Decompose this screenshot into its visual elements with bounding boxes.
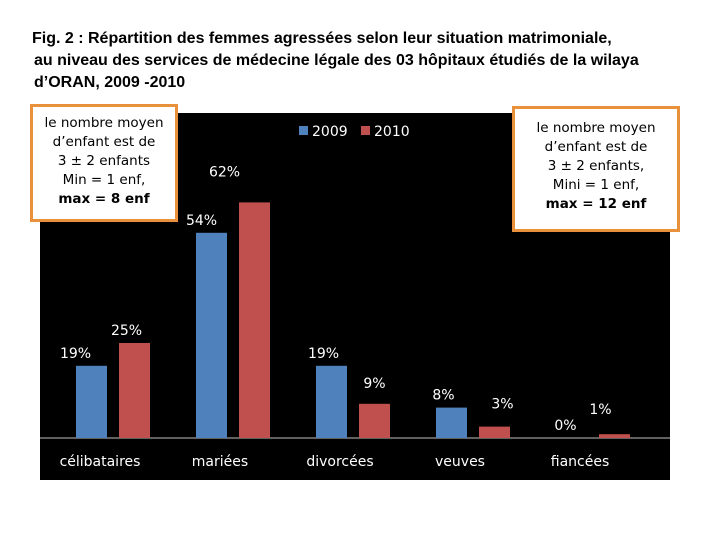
bar-2009-2 — [316, 366, 347, 438]
note-right-line-4: Mini = 1 enf, — [515, 176, 677, 195]
note-left-line-4: Min = 1 enf, — [33, 171, 175, 190]
data-label-2009-3: 8% — [432, 388, 454, 404]
data-label-2009-1: 54% — [186, 213, 217, 229]
note-left: le nombre moyen d’enfant est de 3 ± 2 en… — [30, 104, 178, 222]
category-label-2: divorcées — [306, 454, 373, 470]
data-label-2010-3: 3% — [491, 397, 513, 413]
data-label-2010-2: 9% — [363, 376, 385, 392]
category-label-0: célibataires — [60, 454, 141, 470]
legend-label-2009: 2009 — [312, 124, 348, 140]
note-right-line-1: le nombre moyen — [515, 119, 677, 138]
bar-2010-0 — [119, 343, 150, 438]
figure-title: Fig. 2 : Répartition des femmes agressée… — [32, 28, 702, 94]
legend-label-2010: 2010 — [374, 124, 410, 140]
data-label-2010-4: 1% — [589, 402, 611, 418]
bar-2009-1 — [196, 233, 227, 438]
legend-swatch-2010 — [361, 126, 370, 135]
bar-2010-2 — [359, 404, 390, 438]
note-left-line-3: 3 ± 2 enfants — [33, 152, 175, 171]
legend-swatch-2009 — [299, 126, 308, 135]
data-label-2010-1: 62% — [209, 164, 240, 180]
data-label-2009-0: 19% — [60, 346, 91, 362]
note-right: le nombre moyen d’enfant est de 3 ± 2 en… — [512, 106, 680, 232]
bar-2009-3 — [436, 408, 467, 438]
data-label-2010-0: 25% — [111, 323, 142, 339]
bar-2010-4 — [599, 434, 630, 438]
note-left-line-5: max = 8 enf — [33, 190, 175, 209]
bar-2010-1 — [239, 202, 270, 438]
category-label-1: mariées — [192, 454, 248, 470]
figure-title-line-3: d’ORAN, 2009 -2010 — [32, 72, 702, 94]
note-left-line-1: le nombre moyen — [33, 114, 175, 133]
note-right-line-5: max = 12 enf — [515, 195, 677, 214]
figure-title-line-2: au niveau des services de médecine légal… — [32, 50, 702, 72]
note-right-line-3: 3 ± 2 enfants, — [515, 157, 677, 176]
note-left-line-2: d’enfant est de — [33, 133, 175, 152]
bar-2010-3 — [479, 427, 510, 438]
data-label-2009-4: 0% — [554, 418, 576, 434]
note-right-line-2: d’enfant est de — [515, 138, 677, 157]
category-label-4: fiancées — [551, 454, 610, 470]
bar-2009-0 — [76, 366, 107, 438]
category-label-3: veuves — [435, 454, 485, 470]
data-label-2009-2: 19% — [308, 346, 339, 362]
figure-title-line-1: Fig. 2 : Répartition des femmes agressée… — [32, 28, 702, 50]
